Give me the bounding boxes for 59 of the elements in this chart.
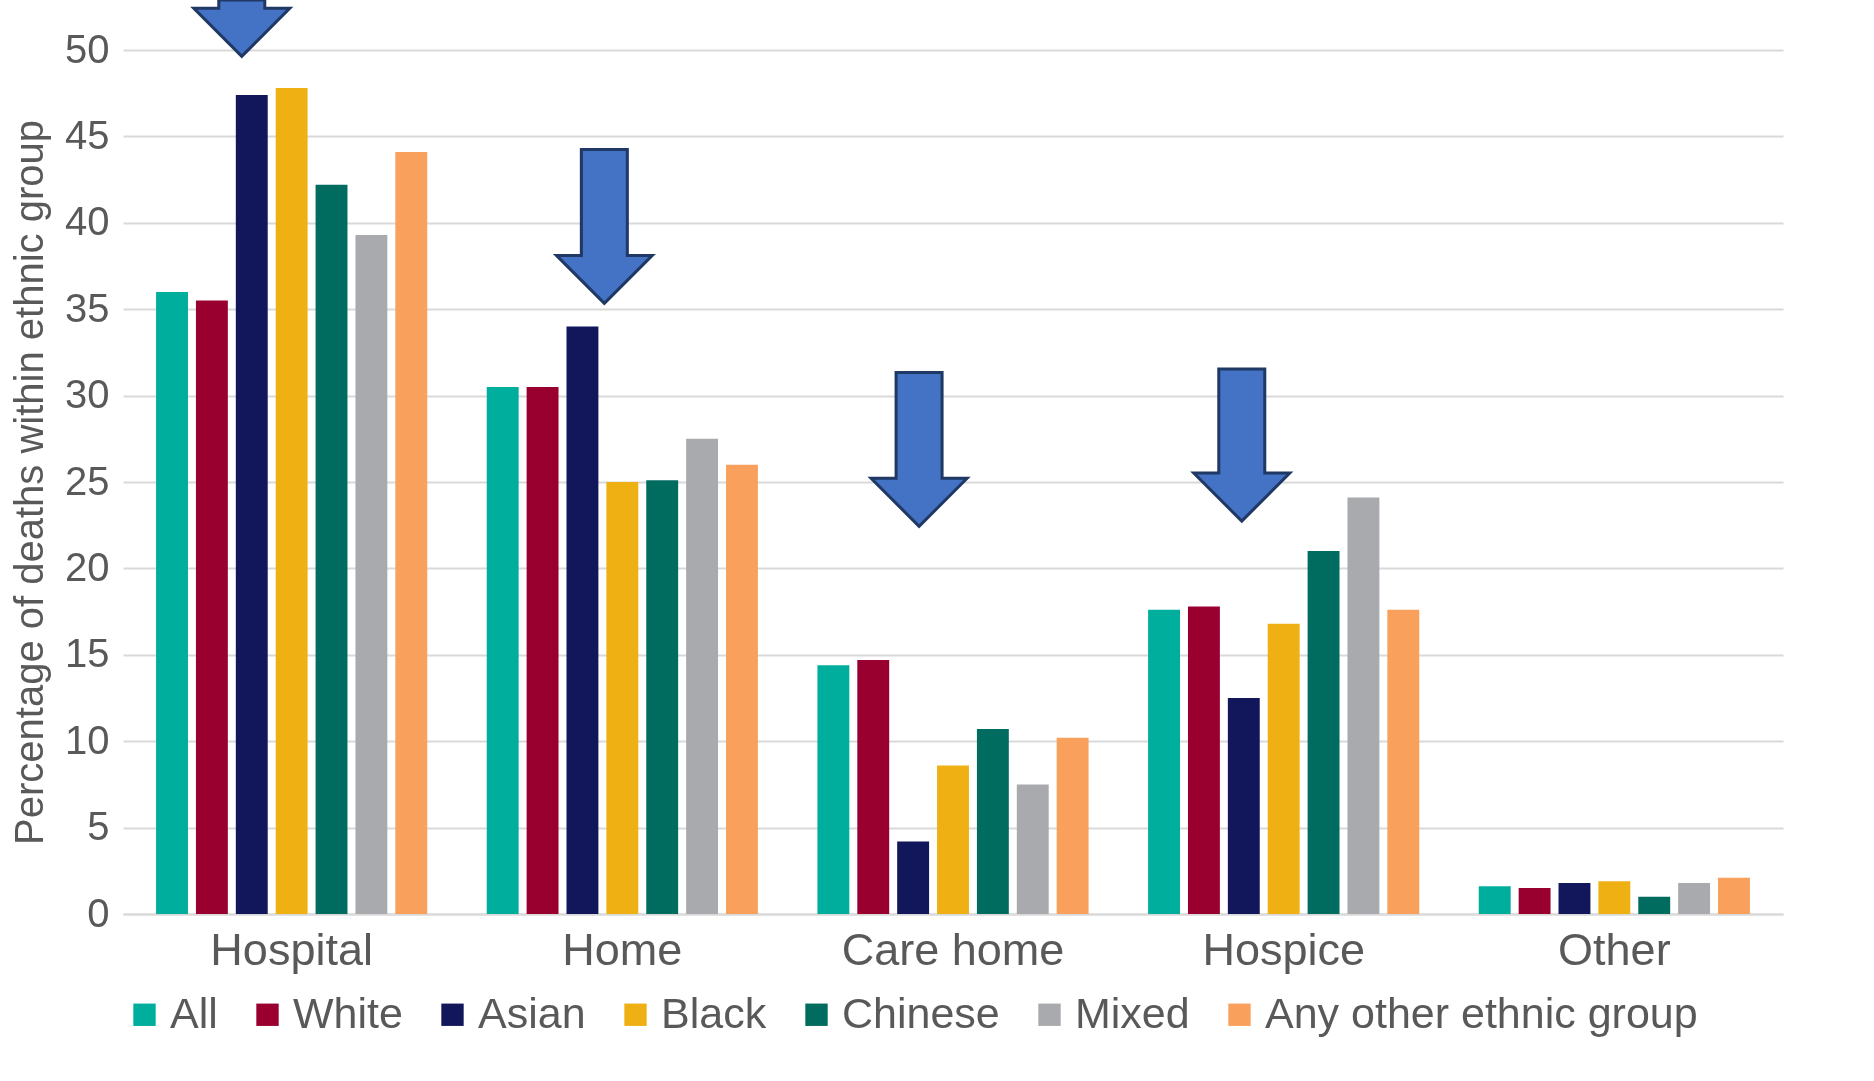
bar — [1478, 886, 1511, 914]
bar — [1227, 698, 1260, 914]
x-tick-label: Home — [562, 923, 683, 975]
bar — [566, 326, 599, 914]
y-tick-label: 40 — [65, 199, 110, 244]
bar — [1307, 551, 1340, 914]
bar — [1056, 737, 1089, 914]
y-tick-label: 20 — [65, 544, 110, 589]
bar — [726, 464, 758, 914]
bar — [526, 386, 559, 914]
bar — [235, 94, 268, 914]
bar — [1598, 881, 1631, 914]
legend-label: Chinese — [842, 988, 1000, 1037]
y-axis-title: Percentage of deaths within ethnic group — [7, 120, 52, 845]
bar — [1347, 497, 1380, 914]
bar — [686, 438, 719, 914]
bar — [1148, 609, 1180, 914]
y-tick-label: 30 — [65, 372, 110, 417]
legend-label: Any other ethnic group — [1265, 988, 1698, 1037]
y-tick-label: 35 — [65, 285, 110, 330]
legend-label: White — [293, 988, 403, 1037]
bar — [1558, 882, 1591, 914]
bar — [976, 729, 1009, 914]
y-tick-label: 25 — [65, 458, 110, 503]
bar — [937, 765, 969, 914]
bar — [1387, 609, 1420, 914]
bar — [897, 841, 930, 914]
y-tick-label: 50 — [65, 26, 110, 71]
bar — [1016, 784, 1049, 914]
bar — [486, 386, 519, 914]
legend-label: All — [170, 988, 218, 1037]
bar — [1267, 623, 1300, 914]
bar — [1518, 888, 1551, 914]
bar — [857, 659, 890, 914]
bar — [1718, 877, 1750, 914]
y-tick-label: 5 — [87, 804, 110, 849]
bar — [1187, 606, 1220, 914]
bar — [195, 300, 228, 914]
y-tick-label: 15 — [65, 631, 110, 676]
bar — [1678, 882, 1711, 914]
legend-label: Mixed — [1075, 988, 1190, 1037]
bar — [395, 151, 428, 914]
bar — [606, 482, 639, 914]
x-tick-label: Care home — [841, 923, 1065, 975]
x-tick-label: Hospital — [210, 923, 373, 975]
bar — [817, 665, 850, 914]
bar — [156, 291, 188, 914]
y-tick-label: 0 — [87, 890, 110, 935]
bar — [355, 234, 388, 914]
bar — [275, 88, 308, 914]
legend-label: Black — [661, 988, 767, 1037]
bar — [646, 480, 679, 914]
bar — [315, 184, 348, 914]
bar — [1638, 896, 1671, 914]
legend-label: Asian — [478, 988, 586, 1037]
x-tick-label: Other — [1558, 923, 1671, 975]
y-tick-label: 45 — [65, 112, 110, 157]
x-tick-label: Hospice — [1202, 923, 1365, 975]
y-tick-label: 10 — [65, 717, 110, 762]
